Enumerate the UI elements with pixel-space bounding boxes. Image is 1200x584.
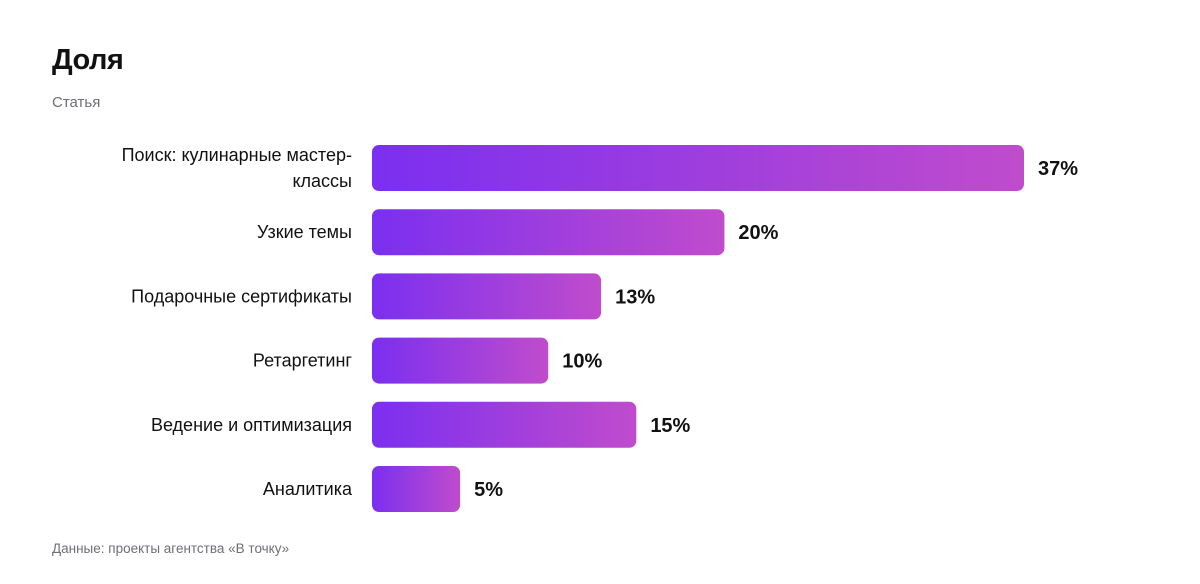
category-label: Аналитика bbox=[263, 479, 353, 499]
category-label: Поиск: кулинарные мастер-классы bbox=[122, 145, 352, 191]
category-label-line: Поиск: кулинарные мастер- bbox=[122, 145, 352, 165]
value-label: 10% bbox=[562, 351, 602, 373]
source-note: Данные: проекты агентства «В точку» bbox=[52, 541, 290, 556]
bars-layer: Поиск: кулинарные мастер-классы 37% Узкие … bbox=[122, 145, 1078, 512]
category-label-line: Ретаргетинг bbox=[253, 351, 353, 371]
category-label-line: Подарочные сертификаты bbox=[131, 286, 352, 306]
value-label: 20% bbox=[738, 222, 778, 244]
category-label: Подарочные сертификаты bbox=[131, 286, 352, 306]
bar bbox=[372, 337, 549, 384]
value-label: 37% bbox=[1038, 158, 1078, 180]
category-label: Ведение и оптимизация bbox=[151, 415, 352, 435]
value-label: 13% bbox=[615, 286, 655, 308]
value-label: 5% bbox=[474, 479, 503, 501]
chart-subtitle: Статья bbox=[52, 94, 101, 111]
bar bbox=[372, 273, 602, 320]
value-label: 15% bbox=[650, 415, 690, 437]
bar bbox=[372, 209, 725, 256]
category-label-line: Ведение и оптимизация bbox=[151, 415, 352, 435]
bar bbox=[372, 401, 637, 448]
bar bbox=[372, 466, 461, 512]
category-label: Ретаргетинг bbox=[253, 351, 353, 371]
category-label: Узкие темы bbox=[257, 222, 352, 242]
chart-title: Доля bbox=[52, 44, 124, 76]
category-label-line: Узкие темы bbox=[257, 222, 352, 242]
bar bbox=[372, 145, 1024, 191]
category-label-line: Аналитика bbox=[263, 479, 353, 499]
category-label-line: классы bbox=[292, 171, 352, 191]
